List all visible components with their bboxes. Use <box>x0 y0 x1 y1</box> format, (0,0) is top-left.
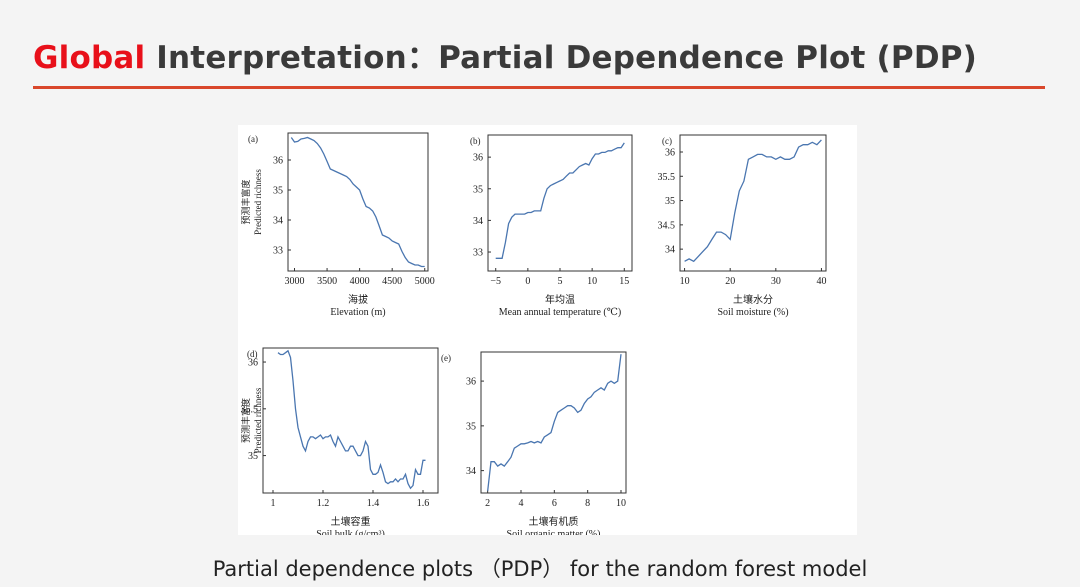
pdp-chart-svg: (a) 3000 3500 4000 4500 5000 33 34 35 36 海拔Elevati… <box>240 132 827 535</box>
panel-c-ytick-label: 36 <box>665 148 675 159</box>
panel-c-frame <box>679 134 827 272</box>
figure-caption: Partial dependence plots （PDP） for the r… <box>212 557 868 581</box>
panel-e-label: (e) <box>441 353 451 363</box>
panel-c-xtick-label: 10 <box>680 276 690 287</box>
panel-d-series-line <box>277 349 426 490</box>
panel-b-xtick-label: 15 <box>619 276 629 287</box>
panel-a-xtick-label: 3500 <box>317 276 337 287</box>
panel-d-ytick-label: 35 <box>248 451 258 462</box>
panel-e-xtick-label: 8 <box>585 498 590 509</box>
panel-a-xtick-label: 4000 <box>350 276 370 287</box>
panel-e-ytick-label: 34 <box>466 466 476 477</box>
panel-c-ytick-label: 35.5 <box>658 172 676 183</box>
title-accent: Global <box>33 40 146 76</box>
panel-c-xlabel: Soil moisture (%) <box>717 307 788 318</box>
panel-c-series-line <box>684 139 822 263</box>
panel-e-xlabel-cn: 土壤有机质 <box>529 515 579 528</box>
panel-d-ytick-label: 35.5 <box>241 404 259 415</box>
panel-c-label: (c) <box>662 136 672 146</box>
panel-d-ylabel: Predicted richness <box>253 387 263 453</box>
panel-a-ylabel-cn: 预测丰富度 <box>240 179 251 224</box>
panel-b-xlabel: Mean annual temperature (℃) <box>499 307 622 318</box>
pdp-figure: (a) 3000 3500 4000 4500 5000 33 34 35 36 海拔 Elevati… <box>238 125 857 535</box>
panel-b-ytick-label: 35 <box>473 184 483 195</box>
title-rest: Interpretation：Partial Dependence Plot (… <box>145 40 978 76</box>
panel-a-xtick-label: 5000 <box>415 276 435 287</box>
panel-b-xtick-label: 10 <box>587 276 597 287</box>
panel-e-ytick-label: 35 <box>466 421 476 432</box>
panel-e-ytick-label: 36 <box>466 377 476 388</box>
panel-c-ytick-label: 34.5 <box>658 220 676 231</box>
panel-e-xtick-label: 4 <box>519 498 524 509</box>
panel-a-ylabel: Predicted richness <box>253 169 263 235</box>
panel-d-xtick-label: 1.4 <box>367 498 380 509</box>
panel-a-xtick-label: 4500 <box>382 276 402 287</box>
panel-c-xtick-label: 30 <box>771 276 781 287</box>
page-title: Global Interpretation：Partial Dependence… <box>33 32 977 77</box>
panel-b-series-line <box>495 142 625 259</box>
panel-c-ytick-label: 35 <box>665 196 675 207</box>
panel-a-label: (a) <box>248 134 258 144</box>
panel-b-ytick-label: 33 <box>473 248 483 259</box>
panel-a-frame <box>287 132 429 272</box>
panel-b-ytick-label: 34 <box>473 216 483 227</box>
panel-e-xlabel: Soil organic matter (%) <box>507 529 601 535</box>
panel-b-xtick-label: −5 <box>490 276 501 287</box>
panel-a-xlabel-cn: 海拔 <box>348 293 368 306</box>
panel-d-label: (d) <box>247 349 258 359</box>
panel-d-xtick-label: 1.6 <box>417 498 430 509</box>
panel-d-xlabel-cn: 土壤容重 <box>331 515 371 528</box>
panel-d-ylabel-cn: 预测丰富度 <box>240 398 251 443</box>
panel-d-xlabel: Soil bulk (g/cm³) <box>316 529 385 535</box>
panel-d-frame <box>262 347 439 494</box>
title-divider <box>33 86 1045 89</box>
panel-a-ytick-label: 36 <box>273 156 283 167</box>
panel-a-ytick-label: 35 <box>273 186 283 197</box>
panel-a-xlabel: Elevation (m) <box>330 307 385 318</box>
panel-e-xtick-label: 2 <box>485 498 490 509</box>
panel-e-frame <box>480 351 627 494</box>
panel-b-xtick-label: 5 <box>558 276 563 287</box>
panel-d-ytick-label: 36 <box>248 358 258 369</box>
panel-b-ytick-label: 36 <box>473 153 483 164</box>
panel-b-xlabel-cn: 年均温 <box>545 293 575 306</box>
panel-e-xtick-label: 10 <box>616 498 626 509</box>
panel-e-series-line <box>487 354 622 491</box>
panel-a-ytick-label: 33 <box>273 246 283 257</box>
panel-b-xtick-label: 0 <box>525 276 530 287</box>
panel-c-xlabel-cn: 土壤水分 <box>733 293 773 306</box>
panel-b-label: (b) <box>470 136 481 146</box>
panel-b-frame <box>487 134 633 272</box>
panel-d-xtick-label: 1.2 <box>317 498 330 509</box>
panel-c-xtick-label: 40 <box>816 276 826 287</box>
panel-a-ytick-label: 34 <box>273 216 283 227</box>
panel-c-xtick-label: 20 <box>725 276 735 287</box>
panel-a-xtick-label: 3000 <box>285 276 305 287</box>
panel-c-ytick-label: 34 <box>665 245 675 256</box>
panel-d-xtick-label: 1 <box>271 498 276 509</box>
panel-a-series-line <box>290 136 425 268</box>
panel-e-xtick-label: 6 <box>552 498 557 509</box>
